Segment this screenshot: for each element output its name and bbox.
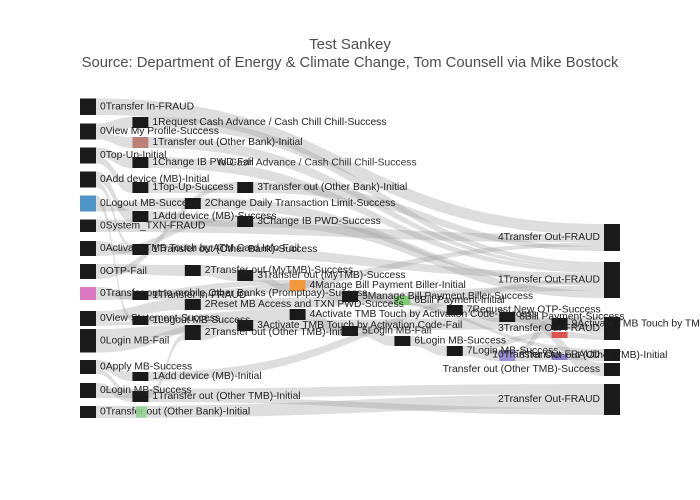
svg-text:2Change Daily Transaction Limi: 2Change Daily Transaction Limit-Success bbox=[205, 198, 396, 209]
svg-text:2Transfer Out-FRAUD: 2Transfer Out-FRAUD bbox=[498, 394, 600, 405]
svg-text:0Logout MB-Success: 0Logout MB-Success bbox=[100, 198, 198, 209]
svg-text:1Transfer Out-FRAUD: 1Transfer Out-FRAUD bbox=[498, 275, 600, 286]
svg-text:1Logout MB-Success: 1Logout MB-Success bbox=[152, 315, 250, 326]
svg-text:3Transfer out (Other Bank)-Ini: 3Transfer out (Other Bank)-Initial bbox=[257, 182, 407, 193]
svg-text:4Transfer Out-FRAUD: 4Transfer Out-FRAUD bbox=[498, 232, 600, 243]
svg-text:3Change IB PWD-Success: 3Change IB PWD-Success bbox=[257, 216, 381, 227]
svg-text:0Login MB-Fail: 0Login MB-Fail bbox=[100, 335, 169, 346]
svg-text:Transfer out (Other TMB)-Succe: Transfer out (Other TMB)-Success bbox=[443, 364, 600, 375]
svg-text:10Transfer Out-FRAUD: 10Transfer Out-FRAUD bbox=[492, 350, 600, 361]
svg-text:3Transfer Out-FRAUD: 3Transfer Out-FRAUD bbox=[498, 323, 600, 334]
svg-text:1Add device (MB)-Initial: 1Add device (MB)-Initial bbox=[152, 371, 261, 382]
svg-text:1Request Cash Advance / Cash C: 1Request Cash Advance / Cash Chill Chill… bbox=[152, 117, 386, 128]
svg-text:to Cash Advance / Cash Chill C: to Cash Advance / Cash Chill Chill-Succe… bbox=[218, 158, 417, 169]
svg-text:1Transfer out (Other Bank)-Ini: 1Transfer out (Other Bank)-Initial bbox=[152, 137, 302, 148]
svg-text:0Transfer In-FRAUD: 0Transfer In-FRAUD bbox=[100, 101, 194, 112]
svg-text:0OTP-Fail: 0OTP-Fail bbox=[100, 266, 147, 277]
svg-text:4Manage Bill Payment Biller-In: 4Manage Bill Payment Biller-Initial bbox=[310, 280, 466, 291]
svg-text:1Transfer out (Other Bank)-Suc: 1Transfer out (Other Bank)-Success bbox=[152, 244, 317, 255]
svg-text:1Transfer out (Other TMB)-Init: 1Transfer out (Other TMB)-Initial bbox=[152, 391, 300, 402]
svg-text:0Transfer out (Other Bank)-Ini: 0Transfer out (Other Bank)-Initial bbox=[100, 407, 250, 418]
svg-text:3Activate TMB Touch by Activat: 3Activate TMB Touch by Activation Code-F… bbox=[257, 320, 462, 331]
svg-text:1Top-Up-Success: 1Top-Up-Success bbox=[152, 182, 233, 193]
